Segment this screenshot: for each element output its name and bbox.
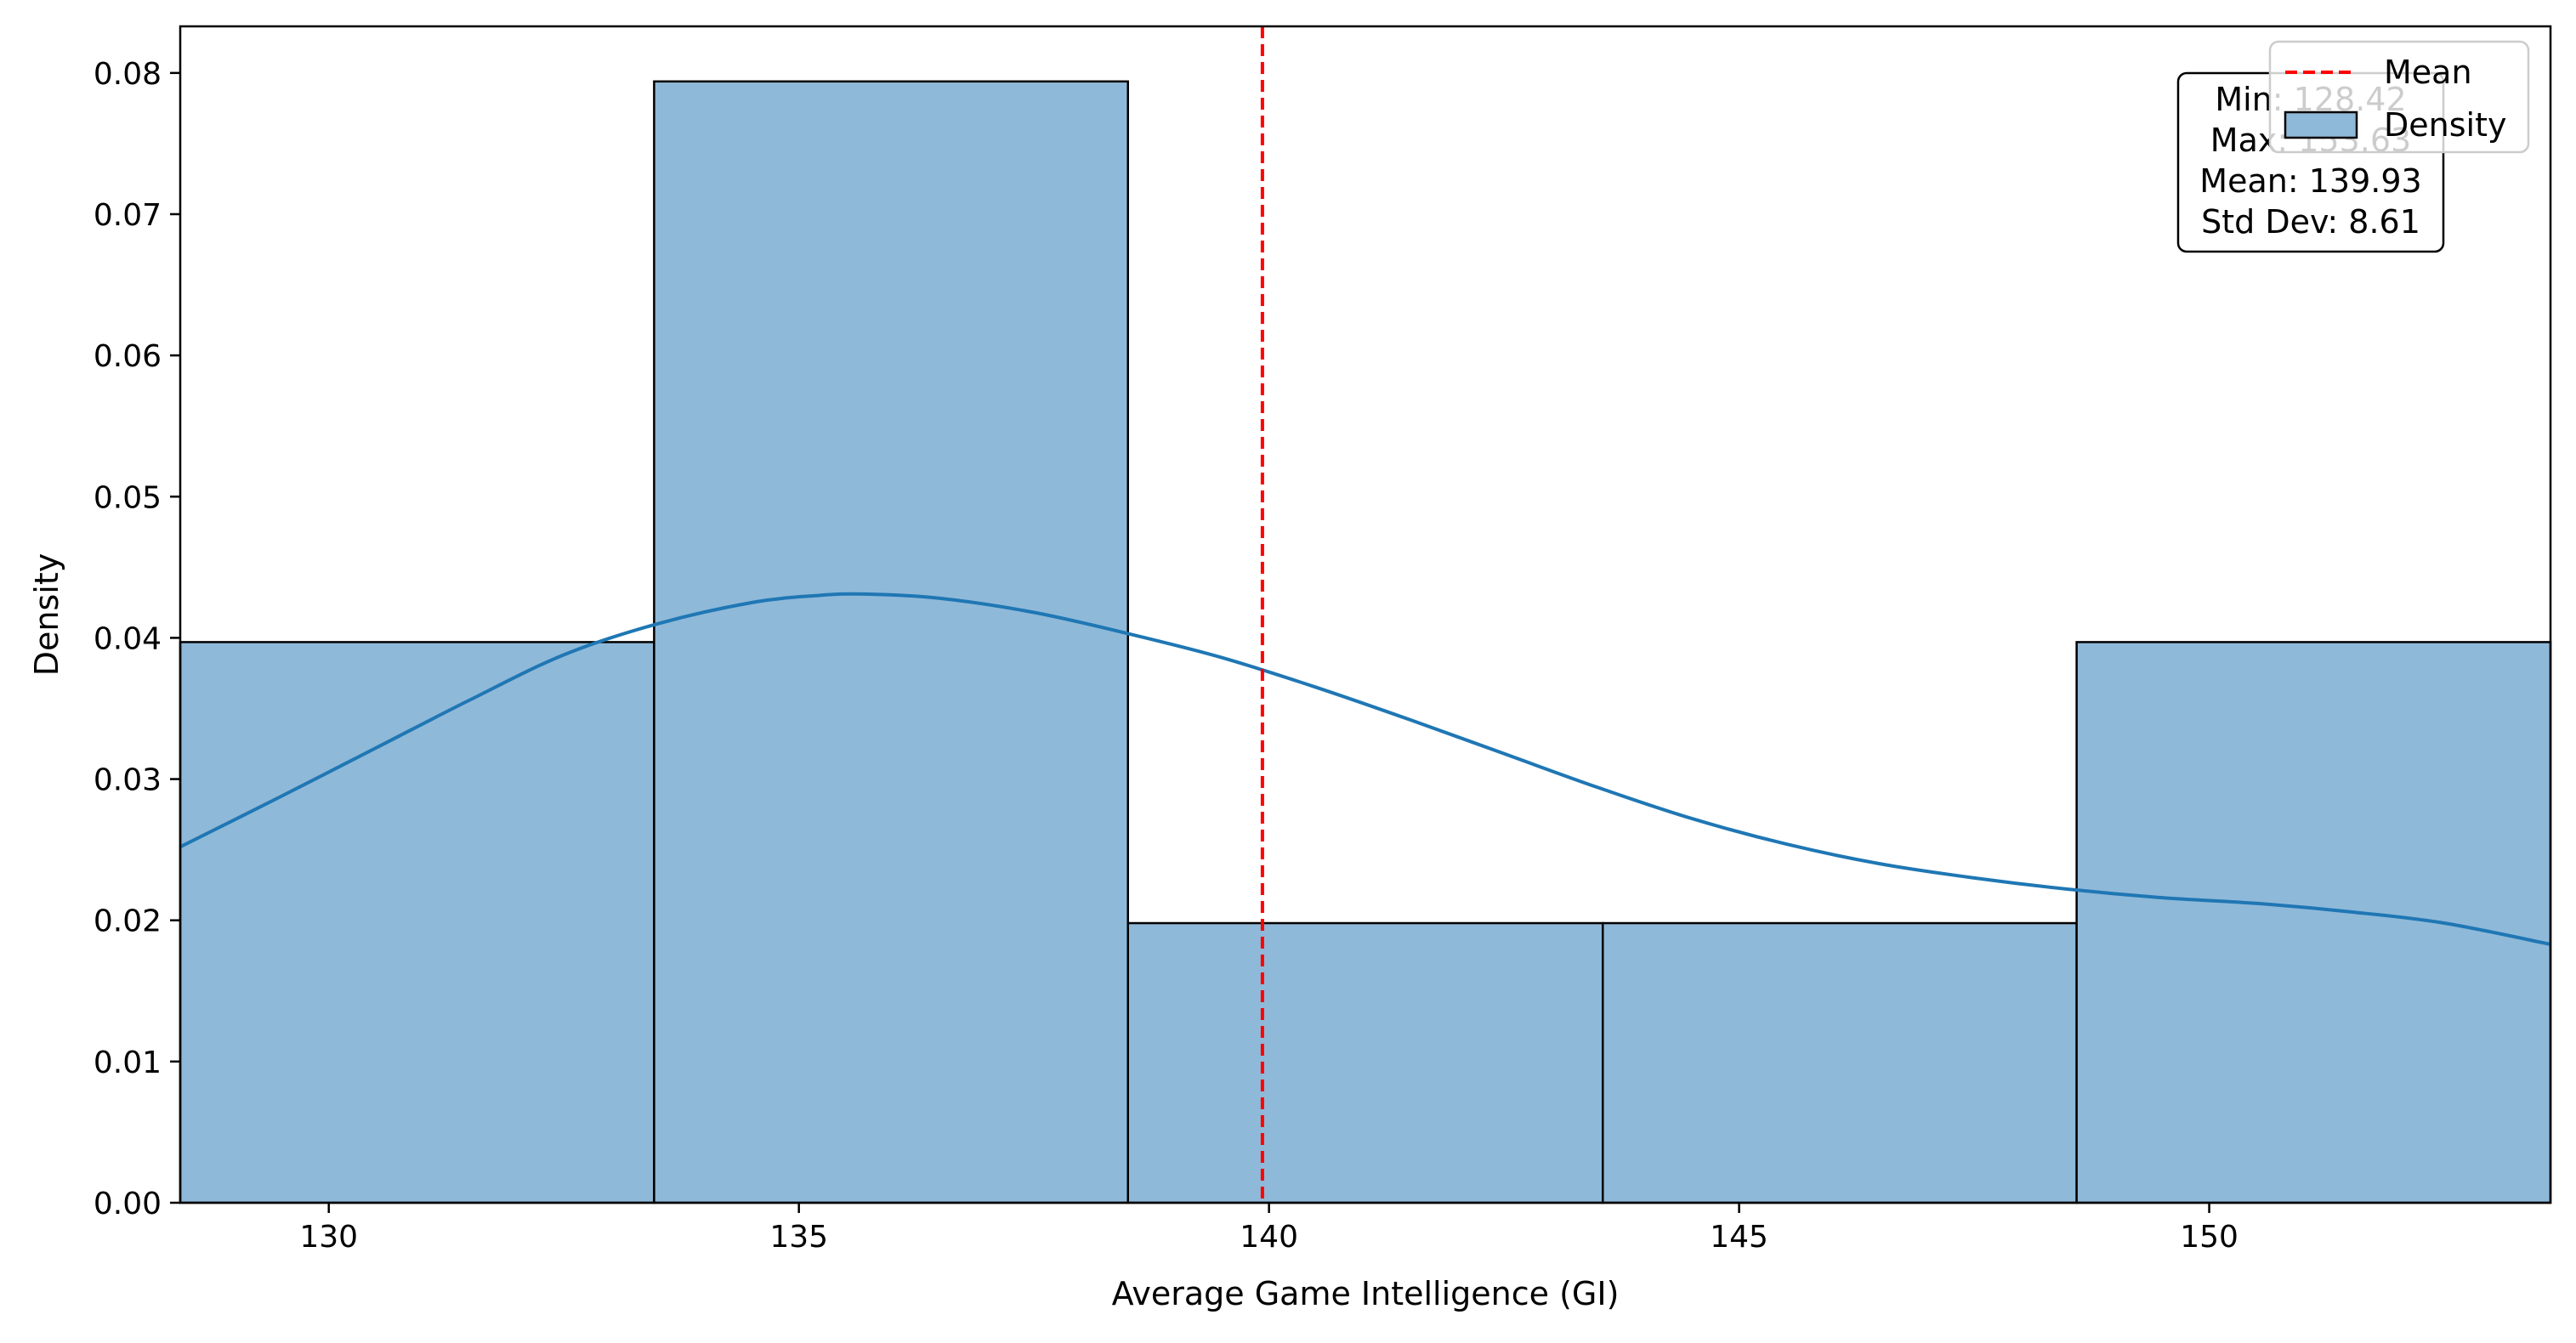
x-tick-label: 140	[1240, 1220, 1298, 1255]
legend-mean-label: Mean	[2384, 54, 2472, 91]
histogram-bar-2	[653, 80, 1130, 1204]
kde-curve	[179, 592, 2551, 946]
legend-density-swatch	[2284, 110, 2358, 139]
y-tick-label: 0.01	[94, 1046, 162, 1080]
histogram-bar-4	[1601, 921, 2078, 1204]
histogram-bar-1	[179, 641, 655, 1204]
y-axis-title: Density	[28, 553, 65, 676]
y-tick-label: 0.03	[94, 763, 162, 798]
y-tick-label: 0.04	[94, 621, 162, 656]
y-axis-ticks: 0.00 0.01 0.02 0.03 0.04 0.05 0.06 0.07 0.08	[94, 57, 180, 1221]
histogram-bar-3	[1126, 921, 1604, 1204]
legend: Mean Density	[2268, 40, 2530, 154]
x-tick-label: 130	[299, 1220, 358, 1255]
y-tick-label: 0.00	[94, 1187, 162, 1221]
y-tick-label: 0.07	[94, 198, 162, 233]
y-tick-label: 0.05	[94, 480, 162, 515]
legend-density-label: Density	[2384, 106, 2506, 144]
stats-std-dev: Std Dev: 8.61	[2201, 203, 2420, 241]
x-axis-title: Average Game Intelligence (GI)	[1112, 1275, 1620, 1312]
y-tick-label: 0.08	[94, 57, 162, 92]
y-tick-label: 0.02	[94, 904, 162, 939]
plot-frame	[179, 25, 2552, 1204]
y-tick-label: 0.06	[94, 339, 162, 374]
x-tick-label: 150	[2180, 1220, 2238, 1255]
x-axis-ticks: 130 135 140 145 150	[299, 1203, 2238, 1255]
histogram-bar-5	[2075, 641, 2552, 1204]
histogram-bars	[179, 80, 2552, 1204]
x-tick-label: 135	[769, 1220, 828, 1255]
stats-mean: Mean: 139.93	[2199, 162, 2421, 200]
x-tick-label: 145	[1710, 1220, 1768, 1255]
kde-curve-group	[179, 592, 2551, 946]
